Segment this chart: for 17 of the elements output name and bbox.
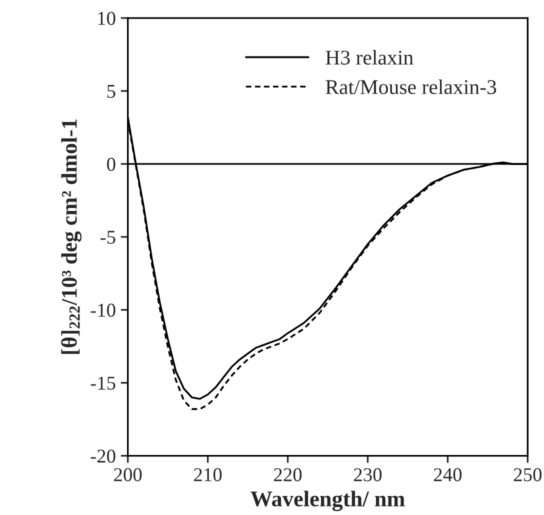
- y-tick-label: 10: [98, 12, 116, 25]
- x-tick-label: 230: [354, 468, 382, 482]
- x-axis-title: Wavelength/ nm: [250, 490, 405, 512]
- x-tick-label: 200: [114, 468, 142, 482]
- y-tick-label: 5: [107, 84, 116, 98]
- y-axis-title: [θ]$_{222}$/10³ deg cm² dmol-1: [61, 120, 82, 354]
- x-tick-label: 220: [274, 468, 302, 482]
- x-tick-label: 240: [434, 468, 462, 482]
- x-tick-label: 250: [514, 468, 542, 482]
- y-tick-label: -5: [100, 230, 116, 244]
- y-tick-label: -10: [90, 304, 116, 317]
- legend-label: H3 relaxin: [326, 50, 414, 65]
- y-tick-label: -15: [90, 376, 116, 390]
- x-tick-label: 210: [194, 468, 222, 482]
- y-tick-label: -20: [90, 450, 116, 463]
- legend-label: Rat/Mouse relaxin-3: [326, 79, 496, 94]
- y-tick-label: 0: [107, 158, 116, 171]
